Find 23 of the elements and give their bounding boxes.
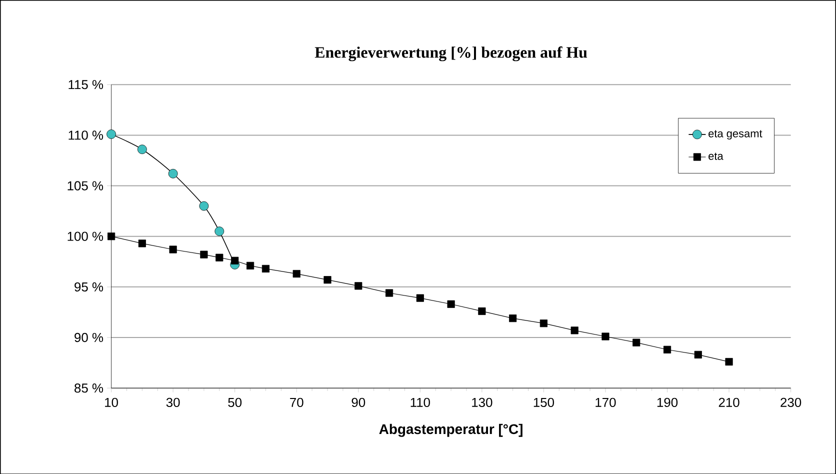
x-tick-label: 110 xyxy=(410,398,430,407)
legend-label: eta gesamt xyxy=(708,130,762,140)
x-tick-label: 190 xyxy=(657,398,678,407)
x-tick-label: 230 xyxy=(780,398,802,407)
x-tick-label: 10 xyxy=(105,398,118,407)
y-tick-label: 105 % xyxy=(68,180,104,190)
x-tick-label: 210 xyxy=(718,398,740,407)
x-tick-label: 150 xyxy=(534,398,554,407)
x-tick-label: 130 xyxy=(472,398,492,407)
x-tick-label: 50 xyxy=(228,398,242,407)
x-tick-label: 70 xyxy=(290,398,304,407)
legend-label: eta xyxy=(708,152,724,160)
y-tick-label: 115 % xyxy=(68,80,104,89)
y-tick-label: 90 % xyxy=(74,332,104,342)
y-tick-label: 110 % xyxy=(68,130,104,140)
y-tick-label: 85 % xyxy=(74,383,104,392)
chart-title: Energieverwertung [%] bezogen auf Hu xyxy=(314,46,588,61)
y-tick-label: 95 % xyxy=(74,282,104,292)
x-axis-title: Abgastemperatur [°C] xyxy=(379,424,522,437)
x-tick-label: 30 xyxy=(166,398,180,407)
x-tick-label: 170 xyxy=(596,398,616,407)
x-tick-label: 90 xyxy=(352,398,366,407)
y-tick-label: 100 % xyxy=(68,232,104,241)
